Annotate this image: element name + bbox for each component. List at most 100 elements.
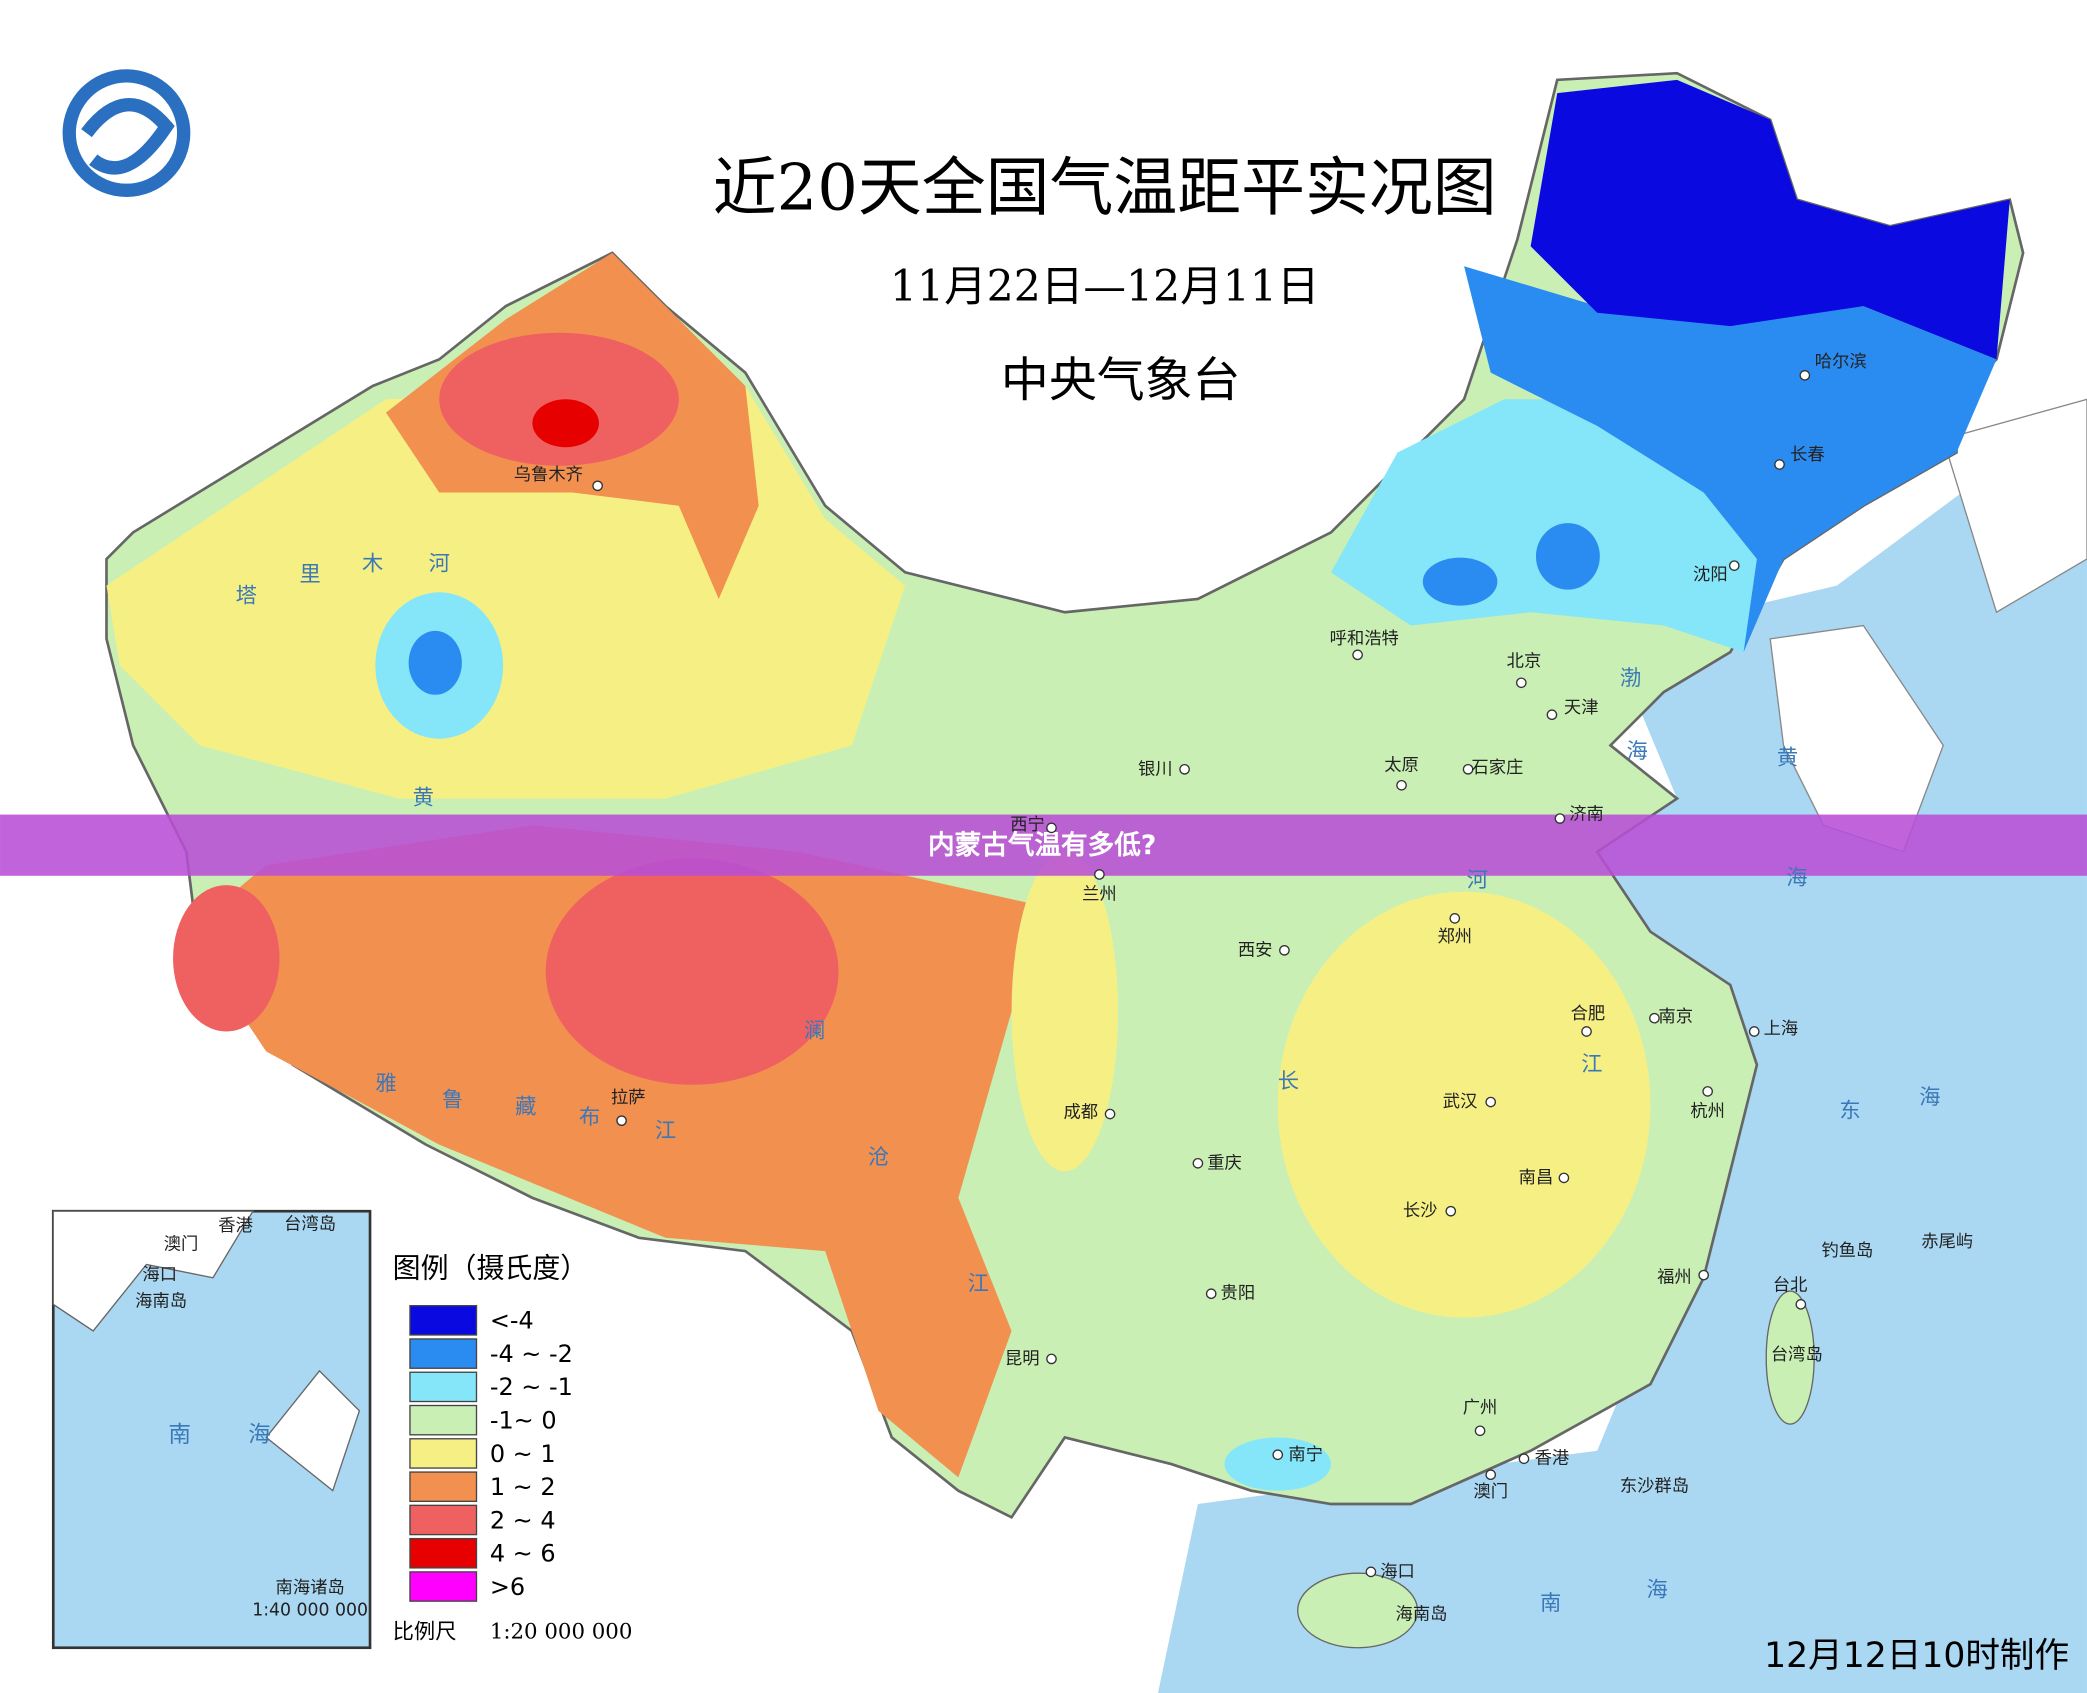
inset-sea-label: 南海: [168, 1421, 270, 1447]
city-dot: [1795, 1299, 1807, 1310]
city-label: 重庆: [1207, 1153, 1242, 1173]
city-label: 昆明: [1005, 1349, 1040, 1369]
legend: <-4 -4 ~ -2 -2 ~ -1 -1~ 0 0 ~ 1 1 ~ 2 2 ~ 4 4 ~…: [409, 1305, 573, 1602]
legend-swatch: [409, 1504, 478, 1536]
city-label: 台北: [1773, 1276, 1808, 1296]
city-label: 广州: [1463, 1398, 1498, 1418]
city-label: 济南: [1569, 805, 1604, 825]
city-dot: [1518, 1453, 1530, 1465]
inset-label: 澳门: [164, 1234, 199, 1254]
city-label: 福州: [1657, 1268, 1692, 1288]
legend-label: <-4: [490, 1307, 534, 1335]
city-label: 呼和浩特: [1330, 629, 1399, 649]
inset-label: 香港: [218, 1216, 253, 1236]
legend-label: 1 ~ 2: [490, 1473, 556, 1501]
city-dot: [1698, 1269, 1709, 1281]
city-dot: [1192, 1157, 1204, 1169]
city-dot: [1702, 1086, 1713, 1097]
legend-label: -2 ~ -1: [490, 1373, 573, 1401]
city-dot: [1748, 1026, 1760, 1037]
legend-label: >6: [490, 1573, 525, 1601]
area: [1464, 266, 1997, 653]
place-label: 赤尾屿: [1921, 1232, 1973, 1252]
area: [439, 332, 679, 466]
city-dot: [1774, 459, 1785, 470]
water-label: 塔里木河: [236, 551, 450, 608]
place-label: 海南岛: [1396, 1604, 1448, 1624]
city-dot: [1104, 1108, 1116, 1120]
city-label: 合肥: [1571, 1004, 1606, 1024]
period: 11月22日—12月11日: [890, 262, 1320, 312]
water-label: 雅鲁藏布江: [375, 1072, 676, 1144]
area: [173, 885, 280, 1032]
legend-swatch: [409, 1404, 478, 1436]
city-dot: [1094, 869, 1105, 880]
city-dot: [1474, 1425, 1486, 1437]
inset-label: 南海诸岛: [276, 1578, 345, 1598]
city-dot: [1649, 1012, 1660, 1024]
city-label: 北京: [1507, 651, 1542, 671]
city-label: 上海: [1764, 1019, 1799, 1039]
area: [408, 630, 462, 695]
area: [545, 858, 839, 1085]
scale-value: 1:20 000 000: [490, 1620, 633, 1645]
city-label: 杭州: [1690, 1101, 1725, 1121]
inset-label: 海口: [142, 1265, 177, 1285]
city-dot: [1554, 813, 1566, 824]
city-dot: [1279, 944, 1290, 956]
city-label: 太原: [1384, 755, 1419, 775]
water-label: 黄河: [413, 786, 1488, 894]
place-label: 台湾岛: [1771, 1345, 1823, 1365]
city-dot: [1365, 1566, 1377, 1578]
legend-swatch: [409, 1371, 478, 1403]
city-dot: [1485, 1469, 1497, 1481]
city-label: 长沙: [1403, 1201, 1438, 1221]
legend-swatch: [409, 1305, 478, 1336]
city-label: 贵阳: [1221, 1284, 1256, 1304]
legend-swatch: [409, 1471, 478, 1503]
city-dot: [1558, 1172, 1570, 1184]
banner: [0, 814, 2087, 876]
anomaly-areas: [106, 79, 2010, 1491]
city-label: 兰州: [1082, 884, 1117, 904]
legend-swatch: [409, 1338, 478, 1369]
city-label: 香港: [1535, 1449, 1570, 1469]
city-label: 南京: [1658, 1007, 1693, 1027]
area: [1224, 1437, 1331, 1491]
city-label: 银川: [1138, 759, 1173, 779]
city-label: 南宁: [1288, 1445, 1323, 1465]
city-label: 石家庄: [1471, 758, 1523, 778]
legend-label: -1~ 0: [490, 1406, 557, 1434]
area: [1530, 79, 2010, 360]
city-label: 武汉: [1443, 1092, 1478, 1112]
made-time: 12月12日10时制作: [1764, 1636, 2069, 1676]
hainan: [1297, 1572, 1419, 1649]
city-dot: [1046, 822, 1057, 834]
area: [1011, 851, 1119, 1172]
inset-label: 1:40 000 000: [252, 1600, 368, 1620]
legend-label: 2 ~ 4: [490, 1506, 556, 1534]
city-dot: [1396, 779, 1407, 791]
water-label: 澜沧江: [804, 1019, 989, 1297]
city-dot: [1205, 1288, 1217, 1300]
legend-label: 0 ~ 1: [490, 1440, 556, 1468]
city-dot: [1485, 1096, 1497, 1108]
area: [1277, 891, 1651, 1318]
city-dot: [1546, 709, 1558, 721]
city-dot: [616, 1115, 627, 1127]
city-label: 拉萨: [611, 1088, 646, 1108]
title: 近20天全国气温距平实况图: [713, 151, 1497, 225]
city-dot: [1179, 763, 1190, 775]
city-label: 西安: [1238, 940, 1273, 960]
city-label: 沈阳: [1693, 565, 1728, 585]
city-label: 天津: [1564, 698, 1599, 718]
inset-label: 海南岛: [135, 1292, 187, 1312]
banner-text: 内蒙古气温有多低?: [928, 830, 1156, 861]
city-dot: [1352, 649, 1363, 661]
city-label: 成都: [1063, 1103, 1098, 1123]
city-label: 郑州: [1437, 927, 1472, 947]
area: [1535, 523, 1600, 590]
area: [1422, 557, 1498, 606]
city-label: 南昌: [1519, 1168, 1554, 1188]
